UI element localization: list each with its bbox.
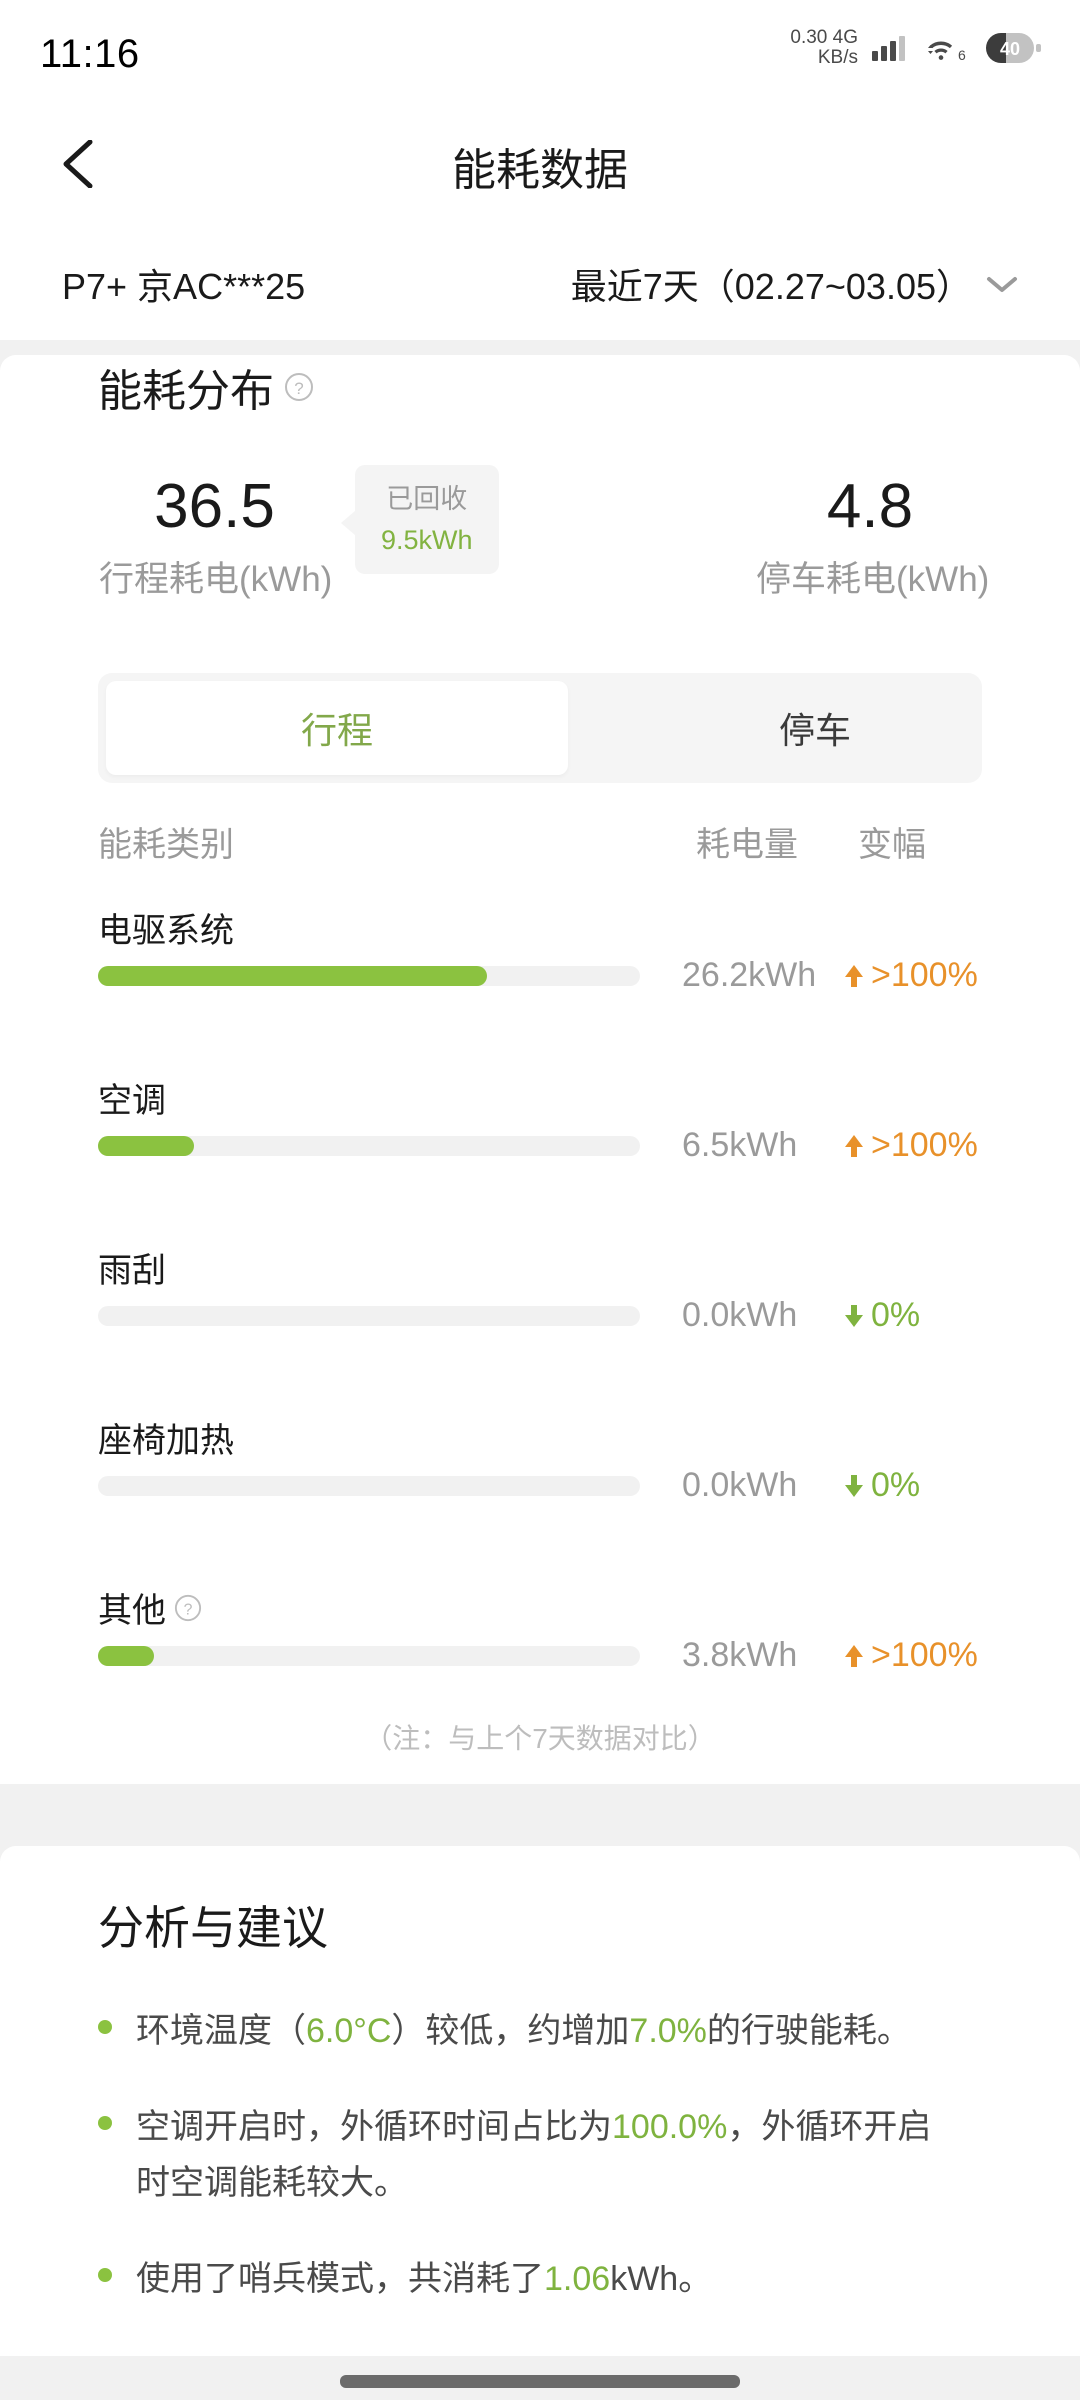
svg-text:?: ?: [294, 379, 303, 398]
svg-text:6: 6: [958, 47, 966, 62]
svg-text:40: 40: [1000, 39, 1020, 59]
svg-text:?: ?: [184, 1601, 193, 1618]
